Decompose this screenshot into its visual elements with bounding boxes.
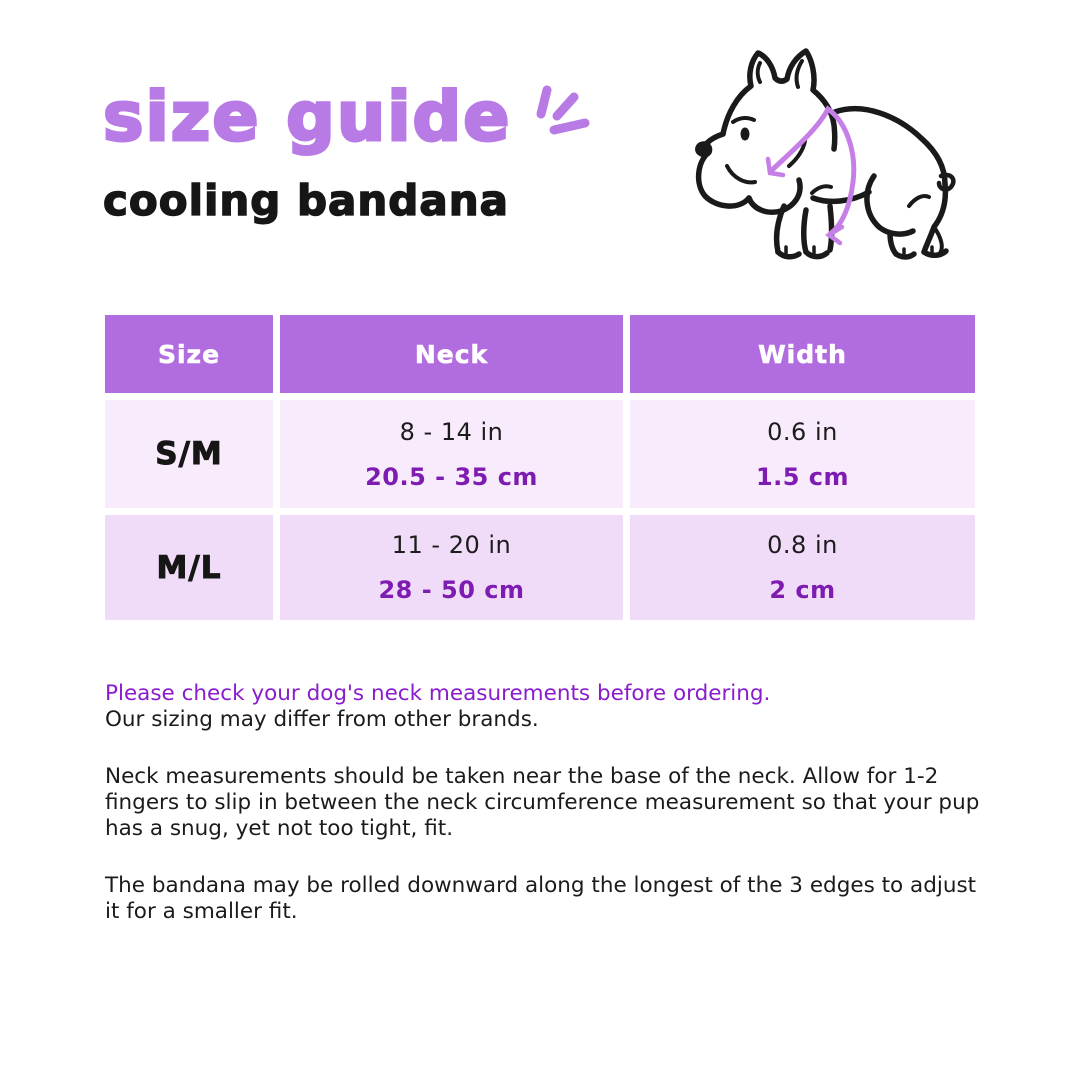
note-highlight: Please check your dog's neck measurement… bbox=[105, 681, 771, 706]
neck-inches: 11 - 20 in bbox=[391, 531, 512, 559]
neck-centimeters: 28 - 50 cm bbox=[378, 576, 525, 604]
table-row-ml-size: M/L bbox=[105, 515, 273, 620]
header: size guide cooling bandana bbox=[101, 78, 601, 225]
notes-section: Please check your dog's neck measurement… bbox=[105, 681, 983, 925]
dog-illustration bbox=[693, 46, 965, 270]
note-sizing-differs: Our sizing may differ from other brands. bbox=[105, 707, 539, 732]
width-centimeters: 1.5 cm bbox=[755, 462, 850, 491]
table-row-sm-width: 0.6 in 1.5 cm bbox=[630, 400, 975, 508]
column-header-size: Size bbox=[105, 315, 273, 393]
neck-measure-band bbox=[765, 105, 857, 246]
note-measurement-instructions: Neck measurements should be taken near t… bbox=[105, 764, 980, 841]
neck-centimeters: 20.5 - 35 cm bbox=[365, 462, 538, 491]
width-centimeters: 2 cm bbox=[769, 576, 836, 604]
column-header-width: Width bbox=[630, 315, 975, 393]
sparkle-icon bbox=[536, 85, 590, 135]
table-row-sm-neck: 8 - 14 in 20.5 - 35 cm bbox=[280, 400, 623, 508]
table-row-sm-size: S/M bbox=[105, 400, 273, 508]
table-row-ml-neck: 11 - 20 in 28 - 50 cm bbox=[280, 515, 623, 620]
column-header-neck: Neck bbox=[280, 315, 623, 393]
page-subtitle: cooling bandana bbox=[102, 176, 509, 225]
page-title: size guide bbox=[101, 78, 512, 157]
note-roll-adjustment: The bandana may be rolled downward along… bbox=[105, 873, 977, 924]
table-row-ml-width: 0.8 in 2 cm bbox=[630, 515, 975, 620]
width-inches: 0.6 in bbox=[767, 417, 838, 446]
width-inches: 0.8 in bbox=[767, 531, 838, 559]
french-bulldog-icon bbox=[695, 48, 956, 260]
size-table: Size Neck Width S/M 8 - 14 in 20.5 - 35 … bbox=[105, 315, 975, 620]
neck-inches: 8 - 14 in bbox=[399, 417, 504, 446]
